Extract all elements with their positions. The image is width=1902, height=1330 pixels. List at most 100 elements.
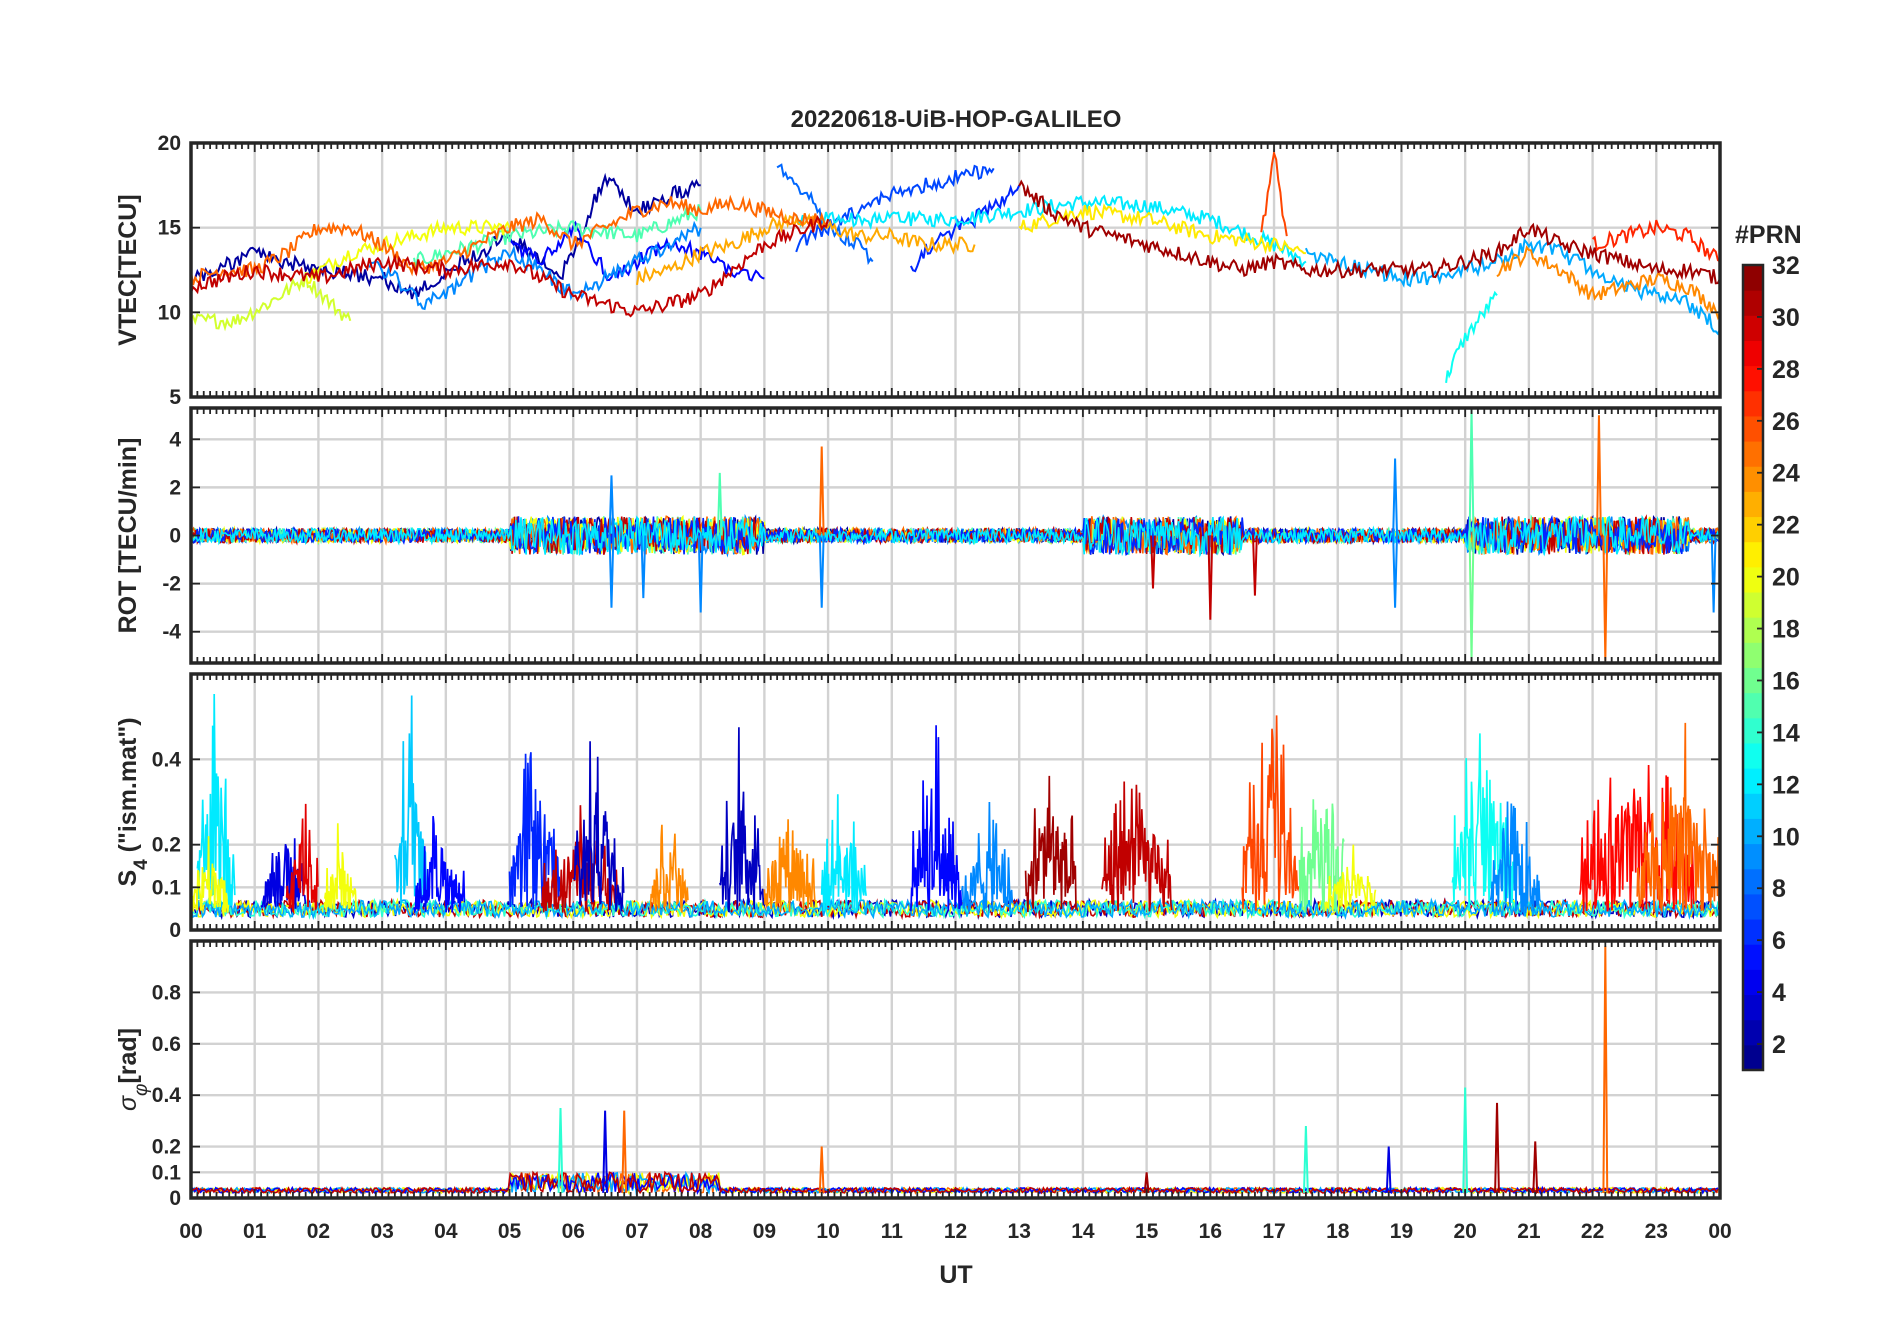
rot-spike-prn-15 xyxy=(1468,408,1475,536)
sigma-spike-prn-31 xyxy=(1143,1172,1150,1193)
y-axis-label: σφ[rad] xyxy=(114,1028,152,1111)
series-prn-23 xyxy=(636,212,976,286)
series-prn-27 xyxy=(1591,219,1720,263)
colorbar-segment xyxy=(1743,692,1763,719)
series-prn-10 xyxy=(1304,237,1720,336)
s4-burst-prn-26 xyxy=(1241,715,1300,911)
x-tick-label: 16 xyxy=(1199,1220,1222,1243)
colorbar-segment xyxy=(1743,290,1763,316)
y-tick-label: 2 xyxy=(169,476,181,499)
s4-burst-prn-30 xyxy=(1101,781,1173,912)
s4-burst-prn-5 xyxy=(413,816,466,915)
colorbar-segment xyxy=(1743,315,1763,341)
colorbar-segment xyxy=(1743,441,1763,467)
rot-spike-prn-9 xyxy=(697,535,704,613)
y-axis-label: S4 ("ism.mat") xyxy=(114,717,152,886)
colorbar-segment xyxy=(1743,390,1763,417)
colorbar-segment xyxy=(1743,365,1763,392)
rot-spike-prn-9 xyxy=(640,535,647,599)
s4-burst-prn-9 xyxy=(1489,801,1542,914)
rot-spike-prn-9 xyxy=(1710,535,1717,613)
x-tick-label: 17 xyxy=(1262,1220,1285,1243)
y-tick-label: 5 xyxy=(169,386,181,409)
rot-spike-prn-25 xyxy=(1602,535,1609,661)
y-tick-label: 0.2 xyxy=(152,834,181,857)
colorbar-segment xyxy=(1743,642,1763,668)
sigma-spike-prn-25 xyxy=(1602,946,1609,1193)
s4-burst-prn-24 xyxy=(763,819,816,912)
s4-burst-prn-20 xyxy=(1324,844,1377,912)
y-tick-label: -4 xyxy=(162,621,181,644)
colorbar-segment xyxy=(1743,742,1763,769)
rot-noise-prn-6 xyxy=(191,514,1720,556)
plot-area xyxy=(191,408,1720,661)
x-tick-label: 21 xyxy=(1517,1220,1541,1243)
s4-burst-prn-24 xyxy=(648,824,689,913)
y-label-base: σ xyxy=(114,1095,142,1111)
x-tick-label: 19 xyxy=(1390,1220,1413,1243)
y-tick-label: 0 xyxy=(169,1187,181,1210)
x-tick-label: 04 xyxy=(434,1220,458,1243)
plot-area xyxy=(191,149,1720,384)
colorbar-tick-label: 22 xyxy=(1772,512,1800,540)
s4-burst-prn-31 xyxy=(1024,775,1077,913)
series-prn-2 xyxy=(191,172,701,300)
colorbar-segment xyxy=(1743,592,1763,618)
rot-spike-prn-16 xyxy=(1468,535,1475,661)
rot-spike-prn-25 xyxy=(818,446,825,536)
x-axis-label: UT xyxy=(939,1261,972,1289)
series-prn-19 xyxy=(191,271,352,332)
colorbar-segment xyxy=(1743,969,1763,996)
series-prn-20 xyxy=(304,218,511,284)
y-tick-label: 0 xyxy=(169,525,181,548)
s4-burst-prn-6 xyxy=(508,752,561,910)
y-tick-label: 0.2 xyxy=(152,1136,181,1159)
colorbar-title: #PRN xyxy=(1735,221,1802,249)
x-tick-label: 12 xyxy=(944,1220,967,1243)
colorbar-frame xyxy=(1741,263,1765,1072)
sigma-spike-prn-31 xyxy=(1494,1102,1500,1193)
y-tick-label: 10 xyxy=(158,301,181,324)
series-prn-12 xyxy=(795,194,1307,270)
y-label-base: S xyxy=(114,870,142,887)
x-tick-label: 00 xyxy=(1708,1220,1731,1243)
rot-spike-prn-9 xyxy=(818,535,825,608)
colorbar-tick-label: 6 xyxy=(1772,927,1786,955)
colorbar-segment xyxy=(1743,667,1763,694)
colorbar-tick-label: 32 xyxy=(1772,252,1800,280)
colorbar-segment xyxy=(1743,793,1763,819)
panel-3: 00.10.20.4S4 ("ism.mat") xyxy=(114,672,1722,942)
colorbar-segment xyxy=(1743,265,1763,291)
colorbar-tick-label: 10 xyxy=(1772,823,1800,851)
chart-title: 20220618-UiB-HOP-GALILEO xyxy=(791,106,1122,133)
sigma-spike-prn-14 xyxy=(1302,1126,1309,1193)
colorbar-tick-label: 8 xyxy=(1772,875,1786,903)
x-tick-label: 15 xyxy=(1135,1220,1159,1243)
x-tick-label: 03 xyxy=(370,1220,393,1243)
x-tick-label: 00 xyxy=(179,1220,202,1243)
s4-burst-prn-3 xyxy=(572,741,625,912)
s4-burst-prn-29 xyxy=(285,803,319,915)
y-tick-label: -2 xyxy=(162,573,181,596)
series-prn-25 xyxy=(191,194,830,286)
y-tick-label: 0.1 xyxy=(152,876,182,899)
series-prn-30 xyxy=(191,215,830,318)
colorbar-segment xyxy=(1743,994,1763,1021)
rot-spike-prn-25 xyxy=(1596,415,1602,536)
s4-burst-prn-5 xyxy=(910,725,963,912)
x-axis: 00 01 02 03 04 05 06 07 08 09 10 11 12 13 14 15 16 17 18 19… xyxy=(179,1220,1731,1243)
y-label-sub: φ xyxy=(131,1084,152,1096)
colorbar-tick-label: 2 xyxy=(1772,1031,1786,1059)
series-prn-13 xyxy=(1445,290,1498,384)
x-tick-label: 11 xyxy=(881,1220,904,1243)
colorbar-tick-label: 4 xyxy=(1772,979,1786,1007)
sigma-spike-prn-31 xyxy=(1532,1141,1539,1193)
x-tick-label: 23 xyxy=(1645,1220,1668,1243)
x-tick-label: 14 xyxy=(1071,1220,1095,1243)
series-prn-24 xyxy=(1496,245,1720,321)
sigma-spike-prn-25 xyxy=(818,1146,825,1193)
x-tick-label: 20 xyxy=(1453,1220,1476,1243)
y-tick-label: 0.6 xyxy=(152,1033,181,1056)
y-tick-label: 4 xyxy=(169,428,181,451)
